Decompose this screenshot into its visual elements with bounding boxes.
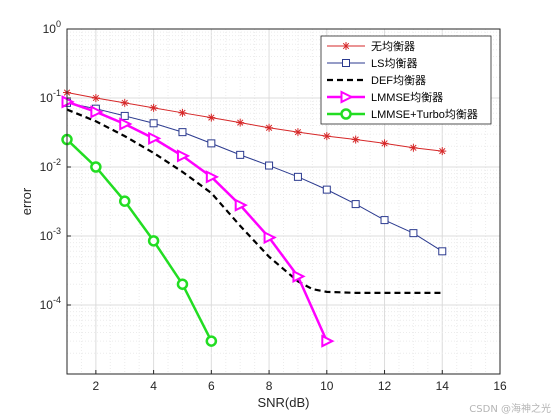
- plot-frame: [66, 28, 501, 375]
- data-point: [263, 230, 277, 245]
- legend-label: LMMSE均衡器: [371, 91, 443, 104]
- data-point: [118, 195, 131, 207]
- series-1: [63, 88, 447, 156]
- data-point: [409, 143, 418, 152]
- x-tick-label: 16: [493, 379, 507, 393]
- series-line: [66, 100, 328, 342]
- data-point: [178, 128, 187, 137]
- legend-marker: [342, 42, 350, 50]
- legend-marker: [340, 108, 352, 120]
- data-point: [321, 334, 335, 348]
- y-tick-label: 100: [43, 19, 61, 36]
- data-point: [178, 108, 187, 117]
- data-point: [322, 185, 331, 194]
- data-point: [265, 161, 274, 170]
- legend-label: DEF均衡器: [371, 74, 426, 87]
- y-axis-label: error: [19, 187, 34, 215]
- y-tick-label: 10-4: [40, 295, 61, 312]
- data-point: [380, 139, 389, 148]
- y-tick-label: 10-3: [40, 226, 61, 243]
- legend-item: LS均衡器: [327, 57, 417, 70]
- x-tick-label: 12: [378, 379, 392, 393]
- data-point: [119, 117, 133, 131]
- series-line: [66, 138, 213, 342]
- data-point: [149, 103, 158, 112]
- data-point: [293, 128, 302, 137]
- legend-label: LMMSE+Turbo均衡器: [371, 108, 478, 121]
- tick-layer: 2 4 6 8 10 12 14 16 100 10-1 10-2 10-3 10-4: [40, 19, 507, 393]
- x-tick-label: 2: [93, 379, 100, 393]
- data-point: [207, 113, 216, 122]
- x-tick-label: 14: [436, 379, 450, 393]
- legend-item: LMMSE均衡器: [327, 90, 443, 104]
- x-axis-label: SNR(dB): [257, 395, 309, 410]
- data-point: [438, 247, 447, 256]
- legend-item: DEF均衡器: [327, 74, 426, 87]
- y-tick-label: 10-2: [40, 157, 61, 174]
- series-5: [61, 133, 218, 347]
- series-line: [66, 92, 443, 152]
- data-point: [147, 235, 160, 247]
- x-tick-label: 6: [208, 379, 215, 393]
- data-point: [380, 216, 389, 225]
- data-point: [234, 198, 248, 212]
- data-point: [409, 229, 418, 238]
- watermark: CSDN @海神之光: [469, 404, 551, 415]
- data-point: [90, 105, 104, 119]
- legend-marker: [340, 90, 354, 104]
- series-line: [66, 102, 443, 252]
- data-point: [236, 150, 245, 159]
- data-point: [207, 139, 216, 148]
- legend: 无均衡器 LS均衡器 DEF均衡器 LMMSE均衡器 LMMSE+Turbo均衡器: [320, 35, 492, 125]
- data-point: [90, 161, 102, 173]
- data-point: [265, 123, 274, 132]
- data-point: [293, 172, 302, 181]
- data-point: [351, 200, 360, 209]
- legend-label: LS均衡器: [371, 57, 417, 70]
- data-point: [120, 98, 129, 107]
- y-tick-label: 10-1: [40, 88, 61, 105]
- data-point: [292, 269, 306, 283]
- legend-label: 无均衡器: [371, 40, 415, 53]
- data-point: [236, 118, 245, 127]
- data-point: [176, 149, 191, 163]
- series-3: [66, 108, 443, 294]
- data-point: [205, 170, 220, 184]
- series-line: [66, 108, 443, 294]
- data-point: [438, 147, 447, 156]
- data-point: [322, 132, 331, 141]
- legend-marker: [342, 59, 350, 67]
- data-point: [120, 111, 129, 120]
- data-point: [149, 119, 158, 128]
- x-tick-label: 10: [320, 379, 334, 393]
- data-point: [148, 131, 162, 145]
- data-point: [205, 335, 218, 347]
- legend-item: 无均衡器: [327, 40, 415, 53]
- x-tick-label: 4: [150, 379, 157, 393]
- series-layer: [61, 88, 447, 348]
- x-tick-label: 8: [266, 379, 273, 393]
- legend-item: LMMSE+Turbo均衡器: [327, 108, 478, 121]
- data-point: [91, 94, 100, 102]
- data-point: [351, 135, 360, 144]
- data-point: [176, 278, 189, 290]
